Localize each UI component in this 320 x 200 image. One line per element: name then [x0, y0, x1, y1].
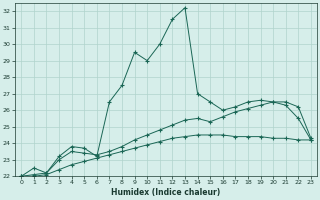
X-axis label: Humidex (Indice chaleur): Humidex (Indice chaleur) [111, 188, 221, 197]
